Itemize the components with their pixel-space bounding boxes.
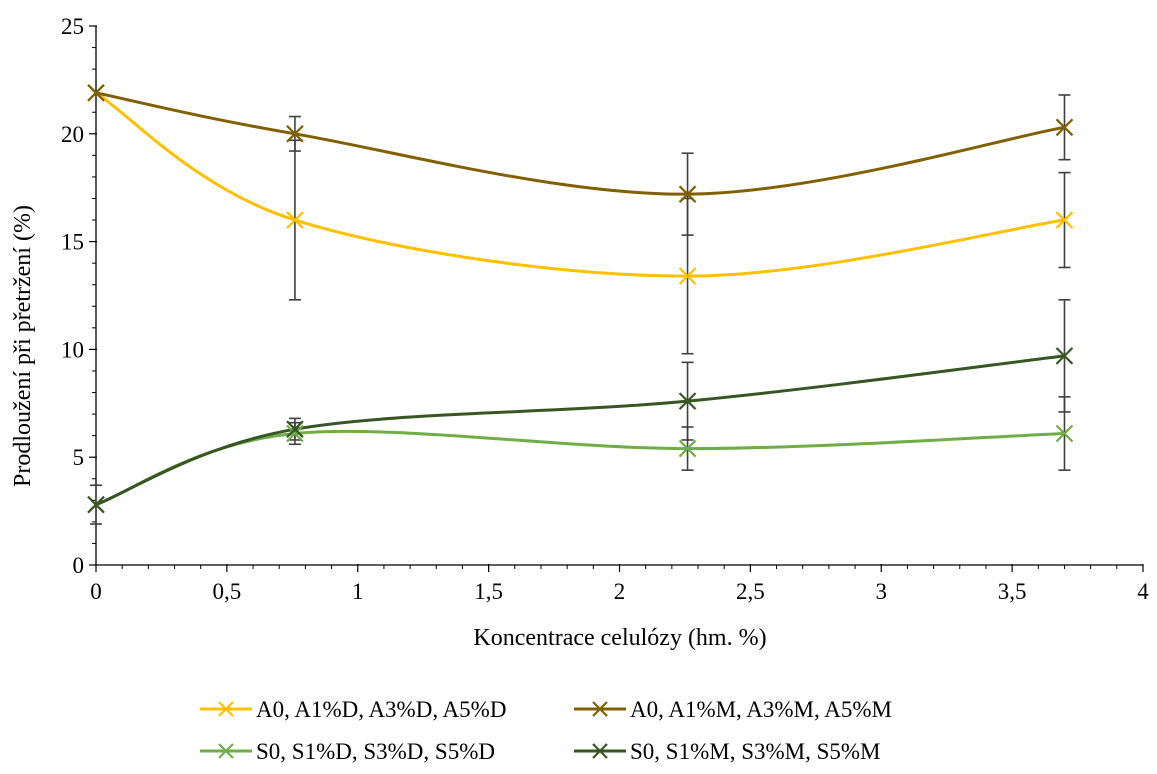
y-tick-label: 0 bbox=[73, 553, 85, 578]
marker-stroke bbox=[87, 84, 105, 102]
series-line-4 bbox=[94, 354, 1066, 507]
marker-stroke bbox=[678, 185, 697, 203]
data-point-3 bbox=[286, 424, 304, 443]
legend-swatch-marker bbox=[218, 743, 234, 759]
x-tick-label: 0 bbox=[90, 579, 102, 604]
legend-label: A0, A1%M, A3%M, A5%M bbox=[630, 697, 892, 722]
y-tick-label: 10 bbox=[61, 337, 84, 362]
legend-label: S0, S1%M, S3%M, S5%M bbox=[630, 739, 881, 764]
data-point-3 bbox=[1055, 424, 1074, 443]
x-tick-label: 1 bbox=[352, 579, 364, 604]
marker-stroke bbox=[678, 392, 697, 410]
marker-stroke bbox=[678, 267, 697, 285]
x-tick-label: 4 bbox=[1137, 579, 1149, 604]
marker-stroke bbox=[286, 211, 304, 229]
x-tick-label: 3,5 bbox=[998, 579, 1027, 604]
data-point-4 bbox=[87, 495, 105, 514]
data-point-2 bbox=[87, 84, 105, 102]
data-point-4 bbox=[286, 420, 304, 438]
series-line-1 bbox=[94, 91, 1066, 278]
data-point-2 bbox=[678, 185, 697, 203]
data-point-2 bbox=[286, 125, 304, 143]
data-point-3 bbox=[678, 439, 697, 458]
x-tick-label: 2,5 bbox=[736, 579, 765, 604]
marker-stroke bbox=[1055, 118, 1074, 137]
x-tick-label: 1,5 bbox=[474, 579, 503, 604]
data-point-1 bbox=[1055, 211, 1074, 229]
marker-stroke bbox=[1055, 211, 1074, 229]
series-line-2 bbox=[94, 91, 1066, 196]
y-tick-label: 5 bbox=[73, 445, 85, 470]
marker-stroke bbox=[678, 439, 697, 458]
series-lines bbox=[94, 91, 1066, 507]
legend-label: S0, S1%D, S3%D, S5%D bbox=[256, 739, 495, 764]
marker-stroke bbox=[1055, 424, 1074, 443]
data-point-4 bbox=[1055, 347, 1074, 365]
data-point-1 bbox=[286, 211, 304, 229]
legend-label: A0, A1%D, A3%D, A5%D bbox=[256, 697, 506, 722]
marker-stroke bbox=[87, 495, 105, 514]
x-tick-label: 2 bbox=[614, 579, 626, 604]
y-tick-label: 25 bbox=[61, 14, 84, 39]
data-point-2 bbox=[1055, 118, 1074, 137]
marker-stroke bbox=[286, 420, 304, 438]
axes: 0 5 10 15 20 25 0 0,5 1 1,5 2 2,5 3 3,5 4 bbox=[61, 14, 1149, 604]
y-tick-label: 20 bbox=[61, 122, 84, 147]
data-point-4 bbox=[678, 392, 697, 410]
y-axis-title: Prodloužení při přetržení (%) bbox=[10, 205, 36, 487]
legend-item-2: A0, A1%M, A3%M, A5%M bbox=[574, 697, 892, 722]
legend-item-1: A0, A1%D, A3%D, A5%D bbox=[200, 697, 506, 722]
x-axis-title: Koncentrace celulózy (hm. %) bbox=[473, 625, 766, 651]
y-tick-label: 15 bbox=[61, 230, 84, 255]
series-markers bbox=[87, 84, 1074, 514]
legend-swatch-marker bbox=[592, 701, 608, 717]
legend-swatch-marker bbox=[592, 743, 608, 759]
x-tick-label: 0,5 bbox=[213, 579, 242, 604]
marker-stroke bbox=[286, 424, 304, 443]
x-tick-label: 3 bbox=[876, 579, 888, 604]
data-point-1 bbox=[678, 267, 697, 285]
legend-swatch-marker bbox=[218, 701, 234, 717]
marker-stroke bbox=[1055, 347, 1074, 365]
legend-item-4: S0, S1%M, S3%M, S5%M bbox=[574, 739, 881, 764]
legend-item-3: S0, S1%D, S3%D, S5%D bbox=[200, 739, 495, 764]
marker-stroke bbox=[286, 125, 304, 143]
legend: A0, A1%D, A3%D, A5%D A0, A1%M, A3%M, A5%M… bbox=[200, 697, 892, 764]
